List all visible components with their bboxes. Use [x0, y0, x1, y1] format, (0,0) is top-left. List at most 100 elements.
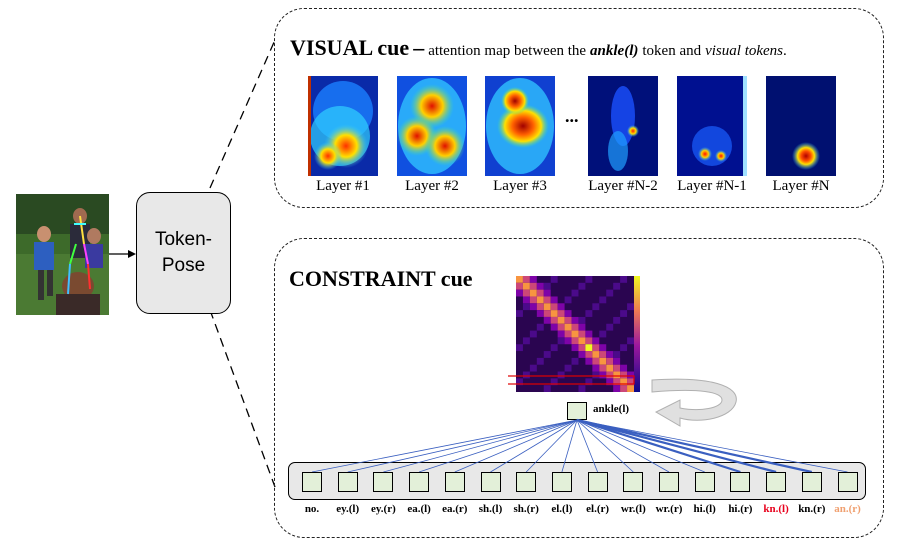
matrix-cell — [606, 378, 614, 386]
matrix-cell — [557, 303, 565, 311]
matrix-cell — [543, 316, 551, 324]
keypoint-token-box — [587, 472, 608, 492]
matrix-cell — [522, 276, 530, 283]
matrix-cell — [536, 289, 544, 297]
matrix-cell — [557, 330, 565, 338]
matrix-cell — [529, 282, 537, 290]
matrix-cell — [578, 316, 586, 324]
matrix-cell — [522, 296, 530, 304]
matrix-cell — [522, 371, 530, 379]
matrix-cell — [599, 357, 607, 365]
matrix-cell — [613, 371, 621, 379]
matrix-cell — [592, 357, 600, 365]
keypoint-label: el.(l) — [551, 503, 573, 515]
matrix-cell — [543, 385, 551, 392]
matrix-cell — [550, 296, 558, 304]
matrix-cell — [516, 310, 523, 317]
matrix-cell — [627, 385, 634, 392]
matrix-cell — [516, 344, 523, 352]
matrix-cell — [620, 344, 628, 352]
model-label-line1: Token- — [154, 229, 213, 250]
matrix-cell — [585, 351, 593, 358]
attention-link — [490, 419, 578, 473]
matrix-cell — [627, 378, 634, 386]
matrix-cell — [536, 282, 544, 290]
matrix-cell — [620, 310, 628, 317]
keypoint-token-box — [730, 472, 751, 492]
keypoint-token-box — [801, 472, 822, 492]
matrix-cell — [522, 289, 530, 297]
matrix-cell — [613, 316, 621, 324]
keypoint-label: hi.(l) — [693, 503, 716, 515]
matrix-cell — [557, 337, 565, 345]
matrix-cell — [620, 364, 628, 372]
attention-matrix — [499, 272, 658, 407]
matrix-cell — [606, 351, 614, 358]
attention-link — [576, 418, 741, 474]
keypoint-token-box — [516, 472, 537, 492]
keypoint-label: kn.(r) — [798, 503, 826, 515]
matrix-cell — [536, 310, 544, 317]
heatmap-layer-n — [766, 76, 836, 176]
matrix-cell — [592, 337, 600, 345]
heatmap-layer-n-2 — [588, 76, 658, 176]
matrix-cell — [536, 303, 544, 311]
attention-link — [576, 419, 634, 473]
keypoint-token-box — [444, 472, 465, 492]
matrix-cell — [564, 337, 572, 345]
matrix-cell — [620, 385, 628, 392]
matrix-cell — [550, 303, 558, 311]
attention-link — [576, 419, 705, 473]
matrix-cell — [557, 316, 565, 324]
matrix-cell — [564, 296, 572, 304]
keypoint-token-box — [480, 472, 501, 492]
matrix-cell — [606, 323, 614, 331]
layer-label-n: Layer #N — [772, 178, 830, 194]
matrix-cell — [543, 351, 551, 358]
matrix-cell — [571, 289, 579, 297]
matrix-cell — [516, 378, 523, 386]
matrix-cell — [606, 371, 614, 379]
matrix-cell — [543, 310, 551, 317]
matrix-cell — [516, 276, 523, 283]
attention-link — [418, 419, 578, 473]
visual-cue-desc-visual: visual tokens — [705, 43, 784, 59]
matrix-cell — [550, 378, 558, 386]
attention-link — [383, 419, 578, 473]
matrix-cell — [592, 371, 600, 379]
tokenpose-model-box: Token- Pose — [136, 192, 231, 314]
ankle-token-box — [567, 402, 587, 420]
layer-label-n-1: Layer #N-1 — [677, 178, 747, 194]
visual-cue-desc-token: ankle(l) — [590, 43, 639, 59]
layer-label-1: Layer #1 — [316, 178, 370, 194]
keypoint-token-box — [694, 472, 715, 492]
attention-link — [576, 418, 777, 474]
matrix-cell — [606, 364, 614, 372]
matrix-cell — [620, 371, 628, 379]
matrix-cell — [620, 276, 628, 283]
keypoint-token-box — [302, 472, 322, 492]
keypoint-token-box — [837, 472, 858, 492]
heatmap-layer-2 — [397, 76, 467, 176]
matrix-cell — [522, 282, 530, 290]
attention-link — [454, 419, 578, 473]
matrix-cell — [606, 289, 614, 297]
matrix-cell — [578, 344, 586, 352]
model-label-line2: Pose — [161, 255, 206, 276]
matrix-cell — [620, 378, 628, 386]
layers-ellipsis: ... — [565, 106, 579, 126]
visual-cue-panel — [274, 8, 884, 208]
visual-cue-title: VISUAL cue — [290, 35, 410, 60]
matrix-cell — [585, 378, 593, 386]
matrix-cell — [550, 323, 558, 331]
matrix-cell — [557, 371, 565, 379]
matrix-cell — [578, 337, 586, 345]
matrix-cell — [613, 364, 621, 372]
visual-cue-dash: – — [413, 35, 425, 60]
matrix-cell — [557, 310, 565, 317]
matrix-cell — [522, 337, 530, 345]
matrix-cell — [571, 344, 579, 352]
attention-link — [311, 419, 578, 473]
keypoint-label: no. — [304, 503, 320, 515]
